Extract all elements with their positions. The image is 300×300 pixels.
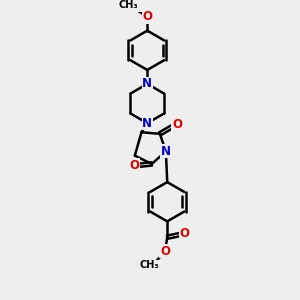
Text: N: N <box>161 145 171 158</box>
Text: N: N <box>142 117 152 130</box>
Text: O: O <box>160 245 170 258</box>
Text: O: O <box>142 10 152 23</box>
Text: CH₃: CH₃ <box>118 0 138 10</box>
Text: O: O <box>179 227 189 240</box>
Text: O: O <box>130 159 140 172</box>
Text: CH₃: CH₃ <box>140 260 159 270</box>
Text: N: N <box>142 77 152 90</box>
Text: O: O <box>172 118 182 131</box>
